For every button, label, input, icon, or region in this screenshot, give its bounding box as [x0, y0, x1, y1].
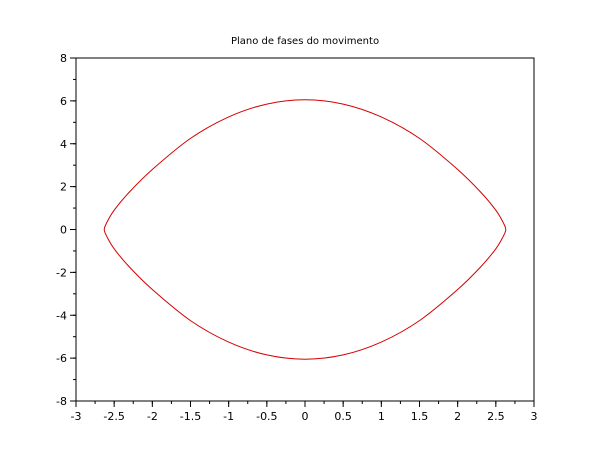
x-axis: -3 -2.5 -2 -1.5 -1 -0.5 0 0.5 1 1.5 2 2.5 3: [71, 401, 538, 423]
y-tick-label: 0: [60, 224, 67, 237]
series-layer: [103, 99, 507, 360]
phase-trajectory-line: [103, 99, 507, 360]
x-tick-label: -2.5: [103, 410, 124, 423]
x-tick-label: -2: [147, 410, 158, 423]
x-tick-label: -0.5: [256, 410, 277, 423]
x-tick-label: 3: [531, 410, 538, 423]
y-tick-label: 4: [60, 138, 67, 151]
x-tick-label: 2.5: [487, 410, 505, 423]
x-tick-label: 1.5: [411, 410, 429, 423]
x-tick-label: -1: [223, 410, 234, 423]
x-tick-label: -1.5: [180, 410, 201, 423]
y-tick-label: -4: [56, 309, 67, 322]
x-tick-label: -3: [71, 410, 82, 423]
x-tick-label: 0.5: [334, 410, 352, 423]
x-tick-label: 1: [378, 410, 385, 423]
y-tick-label: -8: [56, 395, 67, 408]
y-tick-label: -6: [56, 352, 67, 365]
chart-title: Plano de fases do movimento: [231, 36, 379, 47]
y-tick-label: -2: [56, 266, 67, 279]
y-tick-label: 8: [60, 52, 67, 65]
y-tick-label: 6: [60, 95, 67, 108]
x-tick-label: 2: [454, 410, 461, 423]
x-tick-label: 0: [302, 410, 309, 423]
y-axis: -8 -6 -4 -2 0 2 4 6 8: [56, 52, 76, 408]
y-tick-label: 2: [60, 181, 67, 194]
